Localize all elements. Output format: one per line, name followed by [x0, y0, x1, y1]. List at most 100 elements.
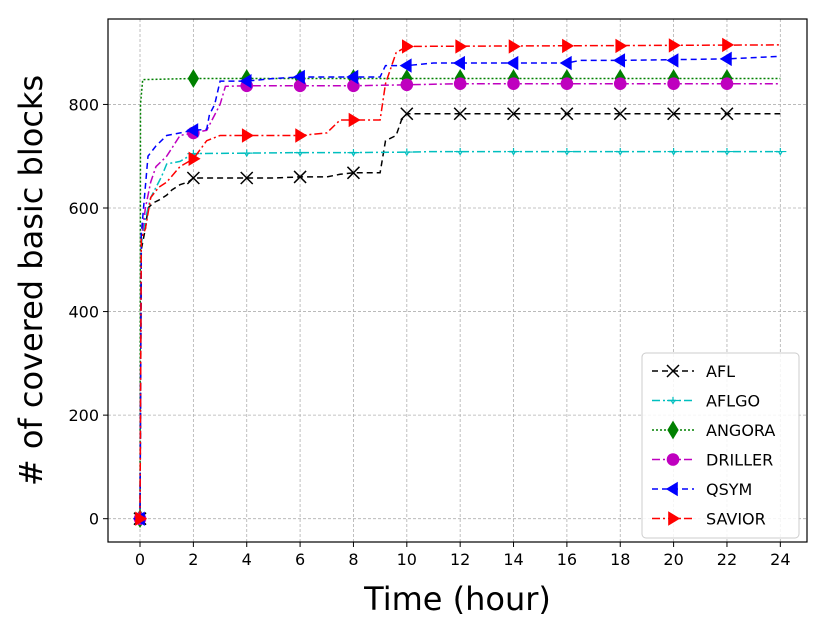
marker-circle: [667, 77, 680, 91]
x-tick-label: 12: [450, 550, 470, 569]
marker-x: [293, 170, 307, 184]
marker-tri: [240, 149, 253, 158]
x-axis-title: Time (hour): [363, 580, 551, 618]
y-axis-title: # of covered basic blocks: [12, 75, 50, 486]
marker-circle: [613, 77, 627, 91]
plot-area: [107, 18, 808, 543]
marker-left-triangle: [559, 55, 572, 71]
legend-item: SAVIOR: [652, 510, 766, 529]
legend: AFL AFLGO ANGORA DRILLER QSYM SAVIOR: [641, 352, 800, 539]
x-tick-label: 8: [348, 550, 358, 569]
y-tick-label: 0: [89, 510, 99, 529]
marker-left-triangle: [239, 73, 252, 89]
legend-item: AFL: [652, 362, 735, 381]
marker-left-triangle: [186, 123, 199, 138]
x-tick-label: 4: [242, 550, 252, 569]
marker-x: [560, 107, 574, 121]
marker-x: [400, 107, 414, 121]
marker-x: [720, 107, 734, 121]
marker-circle: [453, 77, 467, 91]
marker-right-triangle: [135, 511, 148, 526]
marker-right-triangle: [402, 39, 415, 54]
y-tick-label: 400: [68, 303, 99, 322]
marker-x: [346, 166, 360, 180]
series-line: [139, 82, 781, 519]
y-tick-label: 600: [68, 199, 99, 218]
marker-right-triangle: [668, 511, 681, 526]
marker-right-triangle: [508, 39, 521, 54]
y-tick-label: 200: [68, 406, 99, 425]
marker-right-triangle: [348, 112, 361, 128]
marker-tri: [774, 147, 787, 156]
marker-left-triangle: [292, 69, 305, 85]
legend-label: SAVIOR: [706, 510, 766, 529]
marker-right-triangle: [722, 37, 735, 53]
x-tick-label: 14: [503, 550, 523, 569]
legend-label: DRILLER: [706, 451, 773, 470]
marker-right-triangle: [455, 39, 468, 54]
marker-right-triangle: [295, 128, 308, 143]
marker-tri: [667, 147, 680, 156]
marker-tri: [507, 147, 520, 156]
marker-right-triangle: [188, 151, 201, 167]
legend-item: QSYM: [652, 480, 752, 499]
marker-x: [667, 107, 681, 121]
series-line: [139, 77, 781, 519]
marker-x: [506, 107, 521, 121]
marker-circle: [507, 77, 520, 91]
marker-tri: [720, 147, 733, 156]
series-line: [139, 150, 781, 519]
marker-right-triangle: [562, 38, 575, 54]
marker-left-triangle: [452, 55, 465, 71]
marker-diamond: [187, 69, 200, 88]
x-tick-label: 2: [188, 550, 198, 569]
marker-right-triangle: [668, 38, 681, 53]
marker-left-triangle: [346, 69, 359, 85]
marker-x: [240, 171, 254, 185]
marker-left-triangle: [506, 55, 519, 71]
marker-right-triangle: [241, 128, 254, 143]
marker-x: [186, 171, 200, 185]
marker-left-triangle: [613, 53, 626, 68]
y-tick-label: 800: [68, 95, 99, 114]
legend-item: AFLGO: [652, 392, 760, 411]
x-tick-label: 6: [295, 550, 305, 569]
series-savior: [135, 37, 781, 526]
legend-item: ANGORA: [652, 420, 775, 440]
marker-right-triangle: [615, 38, 628, 54]
marker-circle: [666, 453, 680, 466]
x-tick-label: 10: [397, 550, 417, 569]
legend-item: DRILLER: [652, 451, 773, 470]
marker-left-triangle: [719, 51, 732, 67]
x-tick-label: 22: [717, 550, 737, 569]
x-tick-label: 0: [135, 550, 145, 569]
legend-label: QSYM: [706, 480, 752, 499]
marker-tri: [294, 148, 307, 157]
legend-label: AFL: [706, 362, 735, 381]
marker-x: [453, 107, 467, 121]
marker-left-triangle: [665, 481, 678, 497]
marker-left-triangle: [399, 58, 412, 73]
x-tick-label: 16: [557, 550, 577, 569]
x-tick-label: 18: [610, 550, 630, 569]
marker-circle: [720, 77, 734, 91]
marker-tri: [454, 147, 467, 156]
series-lines: [132, 37, 787, 529]
marker-tri: [347, 148, 360, 157]
marker-circle: [560, 77, 574, 91]
legend-label: ANGORA: [706, 421, 775, 440]
legend-label: AFLGO: [706, 392, 760, 411]
marker-tri: [614, 147, 627, 156]
marker-x: [666, 364, 680, 378]
marker-tri: [560, 147, 573, 156]
marker-left-triangle: [666, 53, 679, 68]
x-tick-label: 24: [770, 550, 790, 569]
marker-tri: [667, 396, 679, 405]
legend-box: [641, 352, 800, 539]
marker-circle: [400, 78, 414, 92]
marker-tri: [400, 148, 413, 157]
marker-diamond: [667, 420, 679, 440]
series-qsym: [132, 51, 781, 526]
